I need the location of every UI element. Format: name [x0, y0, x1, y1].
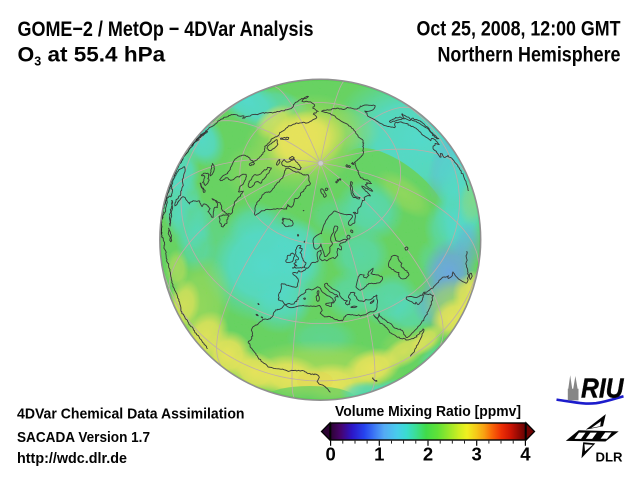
svg-text:DLR: DLR	[596, 450, 623, 464]
svg-text:RIU: RIU	[581, 372, 624, 403]
svg-text:Oct 25, 2008, 12:00 GMT: Oct 25, 2008, 12:00 GMT	[417, 17, 621, 41]
svg-text:Northern Hemisphere: Northern Hemisphere	[438, 43, 621, 67]
svg-text:GOME−2 / MetOp − 4DVar Analysi: GOME−2 / MetOp − 4DVar Analysis	[18, 17, 314, 41]
svg-text:Volume Mixing Ratio [ppmv]: Volume Mixing Ratio [ppmv]	[335, 403, 521, 420]
svg-text:SACADA Version 1.7: SACADA Version 1.7	[17, 429, 150, 446]
svg-text:http://wdc.dlr.de: http://wdc.dlr.de	[17, 450, 127, 467]
svg-text:0: 0	[325, 444, 335, 465]
svg-text:4DVar Chemical Data Assimilati: 4DVar Chemical Data Assimilation	[17, 405, 245, 422]
svg-text:4: 4	[520, 444, 531, 465]
svg-text:3: 3	[472, 444, 482, 465]
svg-text:2: 2	[423, 444, 433, 465]
svg-text:O3 at 55.4 hPa: O3 at 55.4 hPa	[18, 42, 167, 68]
svg-text:1: 1	[374, 444, 384, 465]
